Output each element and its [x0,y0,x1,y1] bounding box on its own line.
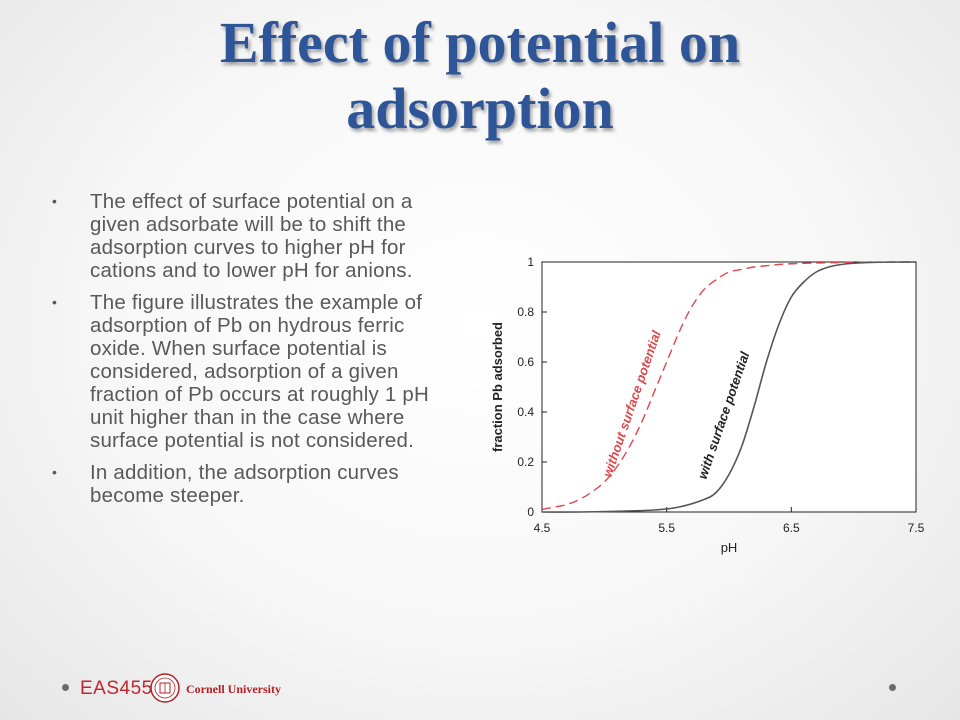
y-tick-label: 1 [527,255,534,269]
title-line-2: adsorption [346,76,614,141]
footer-dot-right [889,684,896,691]
series-line-with-potential [541,261,917,513]
bullet-dot-icon: • [52,294,58,310]
chart-y-axis-label: fraction Pb adsorbed [490,322,505,452]
title-line-1: Effect of potential on [219,10,741,75]
x-tick-label: 5.5 [658,521,675,535]
y-tick-label: 0.4 [517,405,534,419]
y-tick-label: 0.8 [517,305,534,319]
slide-title: Effect of potential on adsorption [80,10,880,142]
bullet-item: • In addition, the adsorption curves bec… [52,461,452,507]
bullet-dot-icon: • [52,464,58,480]
course-code: EAS4550 [80,678,164,699]
chart-plot-frame [541,261,917,513]
y-tick-label: 0 [527,505,534,519]
x-tick-label: 4.5 [534,521,551,535]
x-tick-label: 6.5 [783,521,800,535]
bullet-item: • The figure illustrates the example of … [52,291,452,452]
bullet-list: • The effect of surface potential on a g… [52,190,452,516]
bullet-text: The figure illustrates the example of ad… [90,291,429,452]
university-name: Cornell University [186,682,281,696]
footer-dot-left [62,684,69,691]
bullet-dot-icon: • [52,193,58,209]
y-tick-label: 0.2 [517,455,534,469]
bullet-text: The effect of surface potential on a giv… [90,190,413,282]
y-tick-label: 0.6 [517,355,534,369]
bullet-text: In addition, the adsorption curves becom… [90,461,399,507]
x-tick-label: 7.5 [908,521,925,535]
adsorption-chart: 4.5 5.5 6.5 7.5 0 0.2 0.4 0.6 0.8 1 pH fraction P… [490,255,925,555]
bullet-item: • The effect of surface potential on a g… [52,190,452,282]
chart-x-axis-label: pH [721,540,738,555]
cornell-seal-icon [150,673,180,703]
